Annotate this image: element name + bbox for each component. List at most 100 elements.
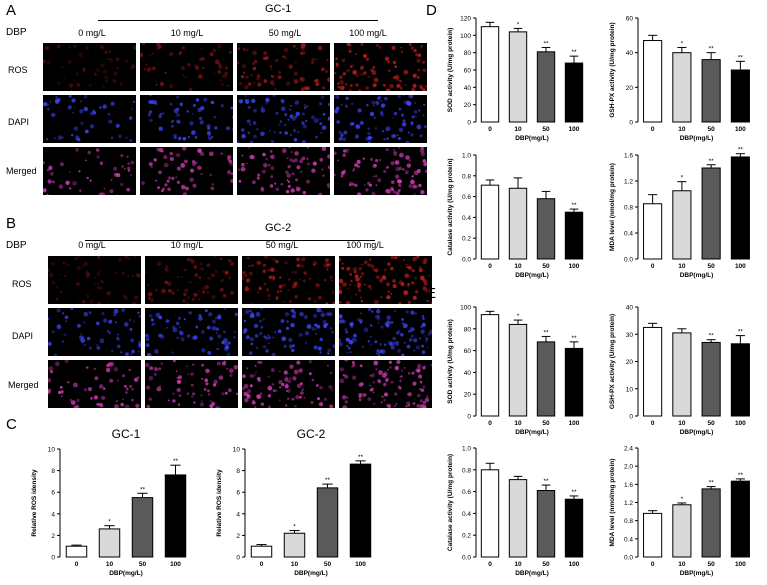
bar — [643, 326, 663, 417]
y-tick-label: 10 — [626, 386, 634, 393]
x-axis-label: DBP(mg/L) — [515, 570, 549, 577]
bar — [564, 498, 584, 558]
dbp-label-a: DBP — [6, 27, 27, 38]
y-tick-label: 60 — [626, 16, 634, 23]
x-tick-label: 50 — [542, 420, 550, 427]
bar — [349, 463, 372, 558]
y-tick-label: 0.0 — [624, 257, 633, 264]
significance-marker: * — [517, 21, 520, 28]
x-tick-label: 100 — [569, 263, 580, 270]
x-tick-label: 50 — [708, 420, 716, 427]
bar — [730, 480, 750, 558]
y-tick-label: 40 — [626, 50, 634, 57]
dbp-label-b: DBP — [6, 240, 27, 251]
bar — [65, 545, 88, 558]
micrograph-merged — [140, 147, 233, 195]
y-tick-label: 0.0 — [462, 555, 471, 562]
x-tick-label: 0 — [651, 263, 655, 270]
significance-marker: * — [517, 313, 520, 320]
y-tick-label: 0.8 — [462, 467, 471, 474]
y-tick-label: 0 — [629, 120, 633, 127]
x-tick-label: 10 — [106, 561, 114, 568]
bar — [536, 490, 556, 558]
y-tick-label: 6 — [236, 490, 240, 497]
bar-chart-gshpx-e: 0 10 20 30 40 GSH-PX activity (U/mg protein) 0… — [609, 305, 750, 436]
micrograph-merged — [334, 147, 427, 195]
x-axis-label: DBP(mg/L) — [680, 570, 714, 577]
x-tick-label: 50 — [139, 561, 147, 568]
bar — [131, 497, 154, 558]
significance-marker: ** — [325, 477, 331, 484]
y-tick-label: 0.0 — [462, 257, 471, 264]
y-tick-label: 0 — [629, 414, 633, 421]
y-tick-label: 0 — [467, 414, 471, 421]
bar — [536, 51, 556, 123]
y-tick-label: 10 — [48, 447, 56, 454]
micrograph-dapi — [145, 308, 238, 356]
micrograph-ros — [48, 256, 141, 304]
micrograph-merged — [339, 360, 432, 408]
significance-marker: ** — [709, 46, 715, 53]
x-tick-label: 100 — [569, 561, 580, 568]
panel-label-a: A — [6, 2, 17, 19]
micrograph-ros — [140, 43, 233, 91]
row-label-dapi: DAPI — [12, 331, 34, 341]
y-axis-label: MDA level (nmol/mg protein) — [609, 163, 616, 251]
y-tick-label: 0.8 — [624, 518, 633, 525]
bar — [250, 545, 273, 558]
dose-label: 50 mg/L — [265, 240, 299, 250]
y-tick-label: 1.0 — [462, 153, 471, 160]
micrograph-dapi — [43, 95, 136, 143]
x-tick-label: 10 — [678, 126, 686, 133]
x-axis-label: DBP(mg/L) — [680, 272, 714, 279]
x-tick-label: 10 — [514, 263, 522, 270]
group-line-a — [98, 20, 378, 21]
y-tick-label: 0.6 — [462, 489, 471, 496]
bar-chart-ros-gc1: GC-1 0 2 4 6 8 10 Relative ROS idensity 0 * 10 ** 50… — [31, 427, 187, 577]
y-tick-label: 0.0 — [624, 555, 633, 562]
x-tick-label: 50 — [324, 561, 332, 568]
bar — [480, 469, 500, 558]
bar — [480, 314, 500, 417]
bar — [480, 184, 500, 260]
bar — [643, 40, 663, 123]
significance-marker: ** — [543, 40, 549, 47]
bar — [730, 156, 750, 260]
micrograph-dapi — [237, 95, 330, 143]
y-axis-label: SOD activity (U/mg protein) — [447, 28, 454, 113]
y-tick-label: 100 — [460, 33, 471, 40]
x-tick-label: 50 — [708, 561, 716, 568]
micrograph-dapi — [48, 308, 141, 356]
bar — [508, 187, 528, 260]
x-axis-label: DBP(mg/L) — [515, 135, 549, 142]
bar — [564, 62, 584, 123]
y-tick-label: 2 — [236, 533, 240, 540]
bar — [701, 488, 721, 558]
panel-label-c: C — [6, 416, 17, 433]
y-tick-label: 2.4 — [624, 446, 633, 453]
bar — [316, 487, 339, 558]
row-label-merged: Merged — [6, 166, 37, 176]
y-tick-label: 60 — [464, 68, 472, 75]
micrograph-dapi — [242, 308, 335, 356]
y-tick-label: 0 — [236, 555, 240, 562]
x-tick-label: 10 — [291, 561, 299, 568]
bar — [508, 31, 528, 123]
bar — [672, 332, 692, 417]
y-tick-label: 40 — [464, 85, 472, 92]
x-axis-label: DBP(mg/L) — [680, 429, 714, 436]
x-tick-label: 100 — [355, 561, 366, 568]
y-tick-label: 4 — [236, 511, 240, 518]
x-tick-label: 10 — [678, 263, 686, 270]
bar — [730, 69, 750, 123]
bar — [98, 528, 121, 558]
panel-label-d: D — [426, 2, 437, 19]
significance-marker: ** — [358, 454, 364, 461]
bar — [730, 343, 750, 417]
x-tick-label: 0 — [488, 126, 492, 133]
bar — [536, 341, 556, 417]
dose-label: 100 mg/L — [346, 240, 384, 250]
row-label-ros: ROS — [12, 279, 32, 289]
y-tick-label: 80 — [464, 50, 472, 57]
y-tick-label: 10 — [233, 447, 241, 454]
